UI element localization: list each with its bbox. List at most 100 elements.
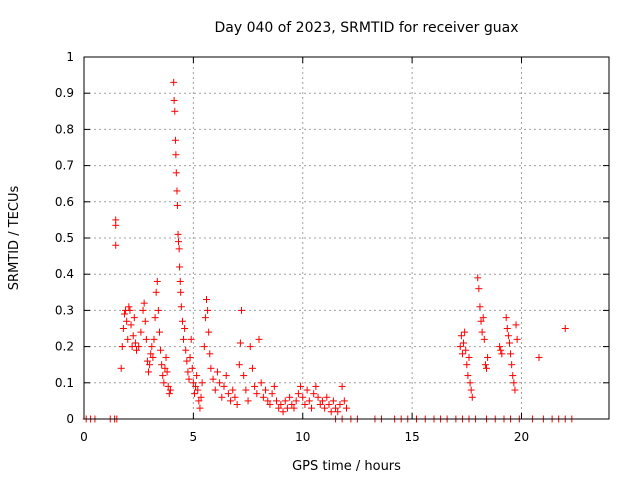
data-point bbox=[483, 364, 490, 372]
data-point bbox=[513, 335, 521, 343]
data-point bbox=[137, 328, 145, 336]
data-point bbox=[508, 361, 516, 369]
data-point bbox=[205, 328, 213, 336]
data-point bbox=[207, 364, 215, 372]
data-point bbox=[246, 343, 254, 351]
data-point bbox=[308, 404, 315, 412]
data-point bbox=[194, 386, 202, 394]
data-point bbox=[316, 401, 324, 409]
data-point bbox=[460, 339, 468, 347]
data-point bbox=[182, 346, 190, 354]
data-point bbox=[222, 372, 230, 380]
data-point bbox=[192, 382, 200, 390]
data-point bbox=[193, 372, 201, 380]
data-point bbox=[209, 375, 217, 383]
data-point bbox=[497, 346, 505, 354]
data-point bbox=[535, 353, 543, 361]
data-point bbox=[479, 314, 487, 322]
data-point bbox=[468, 393, 476, 401]
axis-ticks: 00.10.20.30.40.50.60.70.80.910 5 10 15 20 bbox=[55, 50, 609, 444]
x-tick-label: 0 bbox=[80, 430, 88, 444]
data-point bbox=[461, 328, 469, 336]
data-point bbox=[286, 393, 294, 401]
data-point bbox=[131, 339, 139, 347]
data-point bbox=[509, 372, 517, 380]
data-point bbox=[305, 397, 313, 405]
data-point bbox=[281, 397, 289, 405]
y-tick-label: 0.8 bbox=[55, 122, 74, 136]
data-point bbox=[213, 368, 221, 376]
data-point bbox=[297, 382, 305, 390]
data-point bbox=[120, 310, 128, 318]
data-point bbox=[321, 404, 329, 412]
data-point bbox=[270, 382, 278, 390]
data-point bbox=[160, 379, 168, 387]
data-point bbox=[235, 361, 243, 369]
data-point bbox=[172, 151, 180, 159]
data-point bbox=[510, 379, 518, 387]
data-point bbox=[466, 379, 474, 387]
data-point bbox=[332, 404, 340, 412]
data-point bbox=[149, 353, 157, 361]
data-point bbox=[172, 169, 180, 177]
data-point bbox=[126, 306, 134, 314]
data-point bbox=[464, 372, 472, 380]
data-point bbox=[140, 299, 148, 307]
data-point bbox=[177, 288, 185, 296]
data-point bbox=[327, 408, 335, 416]
data-point bbox=[154, 306, 162, 314]
data-point bbox=[128, 343, 136, 351]
data-point bbox=[273, 397, 280, 405]
data-point bbox=[185, 375, 193, 383]
data-point bbox=[233, 401, 241, 409]
data-point bbox=[178, 317, 186, 325]
data-points bbox=[82, 78, 576, 423]
data-point bbox=[127, 321, 135, 329]
data-point bbox=[484, 353, 492, 361]
data-point bbox=[206, 350, 214, 358]
data-point bbox=[224, 390, 232, 398]
data-point bbox=[166, 386, 174, 394]
data-point bbox=[184, 368, 192, 376]
data-point bbox=[303, 386, 311, 394]
data-point bbox=[238, 306, 245, 314]
chart-title: Day 040 of 2023, SRMTID for receiver gua… bbox=[214, 20, 518, 36]
data-point bbox=[236, 339, 244, 347]
data-point bbox=[173, 201, 181, 209]
data-point bbox=[318, 397, 326, 405]
data-point bbox=[124, 335, 132, 343]
data-point bbox=[171, 136, 179, 144]
data-point bbox=[301, 401, 309, 409]
data-point bbox=[211, 386, 219, 394]
data-point bbox=[480, 335, 488, 343]
data-point bbox=[129, 332, 137, 340]
data-point bbox=[119, 325, 127, 332]
data-point bbox=[118, 343, 126, 351]
y-tick-label: 0.6 bbox=[55, 195, 74, 209]
data-point bbox=[163, 368, 171, 376]
data-point bbox=[155, 328, 163, 336]
data-point bbox=[314, 393, 322, 401]
data-point bbox=[146, 361, 154, 369]
data-point bbox=[266, 401, 274, 409]
data-point bbox=[262, 386, 270, 394]
data-point bbox=[125, 303, 133, 311]
y-tick-label: 0 bbox=[66, 412, 74, 426]
data-point bbox=[157, 346, 165, 354]
data-point bbox=[117, 364, 125, 372]
x-axis-label: GPS time / hours bbox=[292, 459, 401, 474]
data-point bbox=[175, 245, 183, 253]
data-point bbox=[141, 317, 149, 325]
x-tick-label: 5 bbox=[190, 430, 198, 444]
data-point bbox=[148, 343, 156, 351]
data-point bbox=[190, 390, 198, 398]
data-point bbox=[175, 238, 182, 246]
data-point bbox=[170, 78, 178, 86]
data-point bbox=[198, 379, 206, 387]
y-axis-label: SRMTID / TECUs bbox=[7, 186, 22, 291]
data-point bbox=[340, 397, 348, 405]
x-tick-label: 15 bbox=[404, 430, 419, 444]
data-point bbox=[457, 332, 465, 340]
data-point bbox=[229, 386, 237, 394]
data-point bbox=[145, 368, 153, 376]
